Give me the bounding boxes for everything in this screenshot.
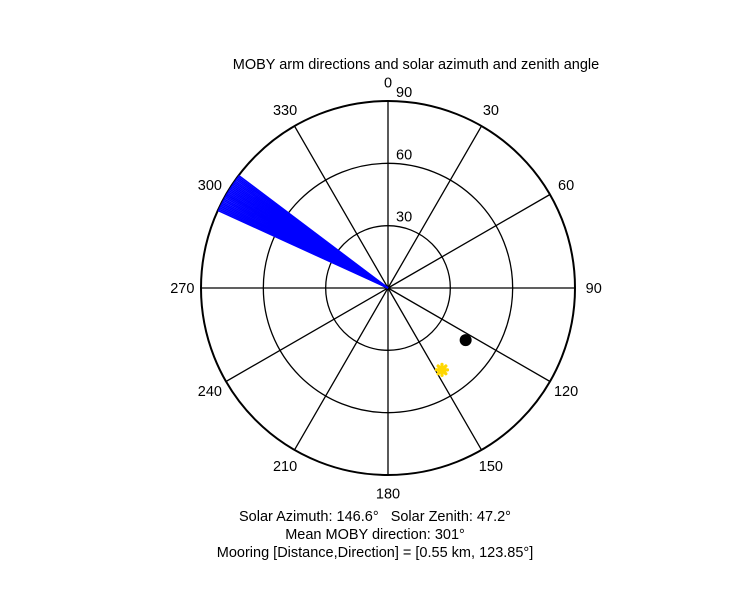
spoke-330 (293, 125, 389, 289)
angle-label-90: 90 (586, 281, 602, 297)
angle-label-60: 60 (558, 178, 574, 194)
radius-label-60: 60 (396, 147, 412, 163)
polar-grid (200, 100, 576, 476)
solar-angles-annotation: Solar Azimuth: 146.6° Solar Zenith: 47.2… (239, 509, 511, 525)
mooring-marker (459, 334, 472, 347)
radius-label-90: 90 (396, 85, 412, 101)
chart-title: MOBY arm directions and solar azimuth an… (233, 57, 599, 73)
angle-label-300: 300 (198, 178, 222, 194)
spoke-210 (293, 287, 389, 451)
angle-label-210: 210 (273, 459, 297, 475)
mean-direction-annotation: Mean MOBY direction: 301° (285, 527, 465, 543)
angle-label-120: 120 (554, 384, 578, 400)
sun-marker-stroke (436, 364, 448, 376)
spoke-60 (387, 193, 551, 289)
sun-marker (434, 362, 450, 377)
data-layer (217, 174, 472, 377)
spoke-150 (387, 287, 483, 451)
spoke-30 (387, 125, 483, 289)
arm-direction-line-25 (238, 174, 389, 289)
spoke-240 (225, 287, 389, 383)
angle-label-30: 30 (483, 103, 499, 119)
angle-label-180: 180 (376, 487, 400, 503)
mooring-annotation: Mooring [Distance,Direction] = [0.55 km,… (216, 545, 534, 561)
radius-label-30: 30 (396, 210, 412, 226)
angle-label-150: 150 (479, 459, 503, 475)
tick-labels: 0 30 60 90 120 150 180 210 240 270 300 330 30 60 90 (170, 75, 602, 502)
angle-label-240: 240 (198, 384, 222, 400)
angle-label-270: 270 (170, 281, 194, 297)
spoke-120 (387, 287, 551, 383)
angle-label-0: 0 (384, 75, 392, 91)
angle-label-330: 330 (273, 103, 297, 119)
